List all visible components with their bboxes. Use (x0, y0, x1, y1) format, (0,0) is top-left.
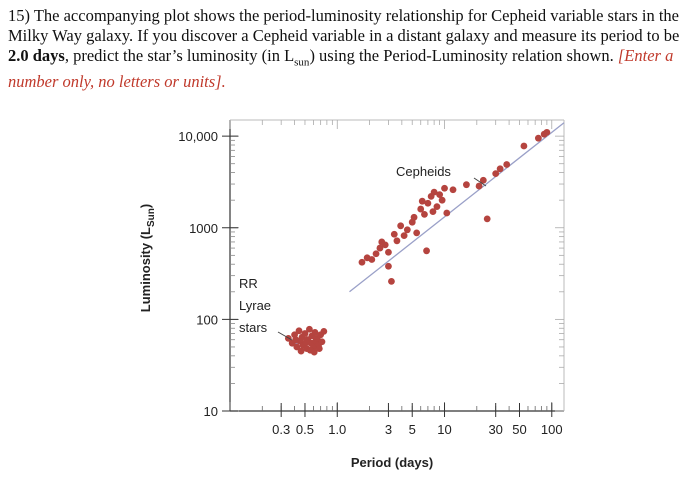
answer-instruction: [Enter a number only, no letters or unit… (8, 46, 674, 92)
y-axis-title-close: ) (138, 204, 153, 208)
y-tick-label: 10,000 (178, 129, 218, 144)
rr-lyrae-point (292, 336, 300, 344)
rr-lyrae-point (301, 330, 309, 337)
cepheid-point (376, 244, 384, 252)
cepheid-point (520, 142, 528, 150)
rr-lyrae-point (310, 348, 318, 356)
cepheid-point (372, 250, 380, 258)
cepheid-point (397, 222, 405, 230)
cepheid-point (534, 134, 542, 142)
rr-lyrae-point (293, 343, 301, 351)
rr-lyrae-point (295, 327, 303, 335)
cepheid-point (385, 248, 392, 256)
rr-lyrae-point (318, 338, 326, 346)
x-tick-label: 0.5 (296, 422, 314, 437)
cepheid-point (410, 213, 418, 221)
cepheid-point (429, 208, 437, 216)
rr-lyrae-point (315, 345, 323, 352)
cepheid-point (438, 196, 446, 204)
x-tick-label: 100 (541, 422, 563, 437)
cepheid-point (424, 199, 432, 207)
cepheid-point (463, 181, 470, 189)
question-text: 15) The accompanying plot shows the peri… (8, 6, 692, 92)
cepheid-point (413, 229, 421, 237)
cepheid-point (492, 170, 500, 178)
rr-lyrae-point (320, 327, 328, 335)
cepheid-point (479, 176, 487, 184)
cepheid-point (436, 191, 444, 199)
cepheid-point (358, 258, 366, 266)
cepheid-point (421, 210, 428, 218)
rr-lyrae-pointer (277, 331, 293, 341)
rr-lyrae-label-line3: stars (239, 320, 268, 335)
tick-labels-layer: 0.3 0.5 1.0 3 5 10 30 50 100 10 100 1000 10,000 (178, 129, 562, 437)
cepheid-point (378, 238, 386, 246)
cepheid-point (403, 226, 411, 234)
x-axis-title: Period (days) (351, 455, 433, 470)
cepheid-point (433, 203, 441, 211)
minor-tick-layer (222, 120, 564, 417)
y-tick-label: 100 (196, 312, 218, 327)
cepheid-point (441, 184, 448, 192)
rr-lyrae-point (297, 347, 305, 355)
y-axis-title-main: Luminosity (L (138, 227, 153, 312)
cepheid-point (418, 197, 426, 205)
x-tick-label: 50 (512, 422, 526, 437)
rr-lyrae-label-line1: RR (239, 276, 258, 291)
cepheid-point (503, 161, 511, 168)
cepheid-point (393, 237, 401, 245)
question-part1: 15) The accompanying plot shows the peri… (8, 6, 680, 45)
y-axis-title: Luminosity (LSun) (138, 204, 157, 312)
cepheid-point (385, 262, 392, 270)
cepheid-point (443, 209, 451, 217)
x-tick-label: 1.0 (328, 422, 346, 437)
cepheid-point (423, 247, 430, 255)
cepheid-point (483, 215, 491, 223)
cepheids-label: Cepheids (396, 164, 451, 179)
x-tick-label: 0.3 (272, 422, 290, 437)
y-tick-label: 1000 (189, 221, 218, 236)
cepheid-point (543, 128, 551, 136)
data-points-layer (284, 128, 551, 356)
rr-lyrae-point (311, 329, 319, 336)
cepheid-point (496, 165, 504, 173)
cepheid-point (430, 188, 438, 196)
period-value: 2.0 days (8, 46, 65, 65)
question-part2: , predict the star’s luminosity (in L (64, 46, 295, 65)
plot-frame-layer (229, 119, 565, 412)
y-axis-title-sub: Sun (146, 208, 157, 227)
x-tick-label: 10 (437, 422, 451, 437)
rr-lyrae-point (306, 325, 313, 333)
cepheid-point (368, 256, 376, 263)
x-tick-label: 3 (385, 422, 392, 437)
cepheids-pointer (473, 177, 487, 187)
cepheid-point (417, 205, 425, 213)
lum-subscript: sun (294, 56, 310, 69)
fit-line (349, 122, 565, 293)
question-part3: ) using the Period-Luminosity relation s… (309, 46, 618, 65)
rr-lyrae-label-line2: Lyrae (239, 298, 271, 313)
cepheid-point (475, 182, 483, 190)
cepheid-point (400, 232, 408, 240)
x-tick-label: 5 (409, 422, 416, 437)
rr-lyrae-point (302, 339, 310, 346)
x-tick-label: 30 (488, 422, 502, 437)
y-tick-label: 10 (204, 404, 218, 419)
cepheid-point (388, 277, 395, 285)
cepheid-point (390, 230, 398, 238)
cepheid-point (449, 186, 457, 194)
